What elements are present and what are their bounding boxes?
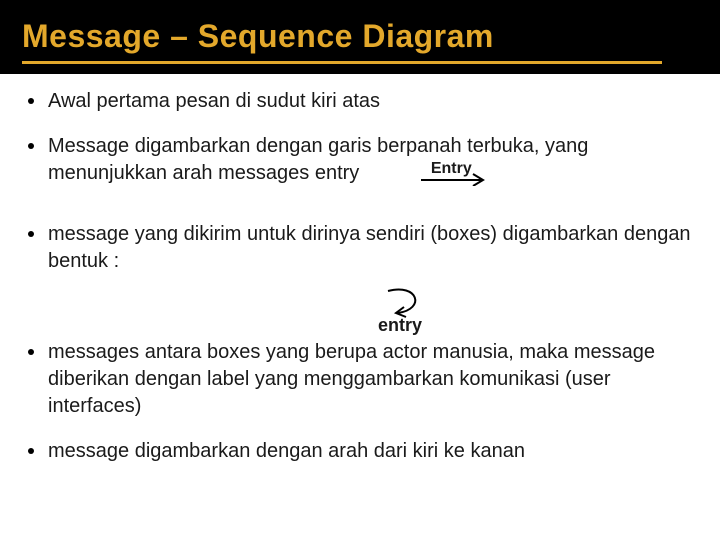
slide: Message – Sequence Diagram Awal pertama … (0, 0, 720, 540)
bullet-dot (28, 143, 34, 149)
bullet-dot (28, 231, 34, 237)
bullet-dot (28, 349, 34, 355)
bullet-text: Awal pertama pesan di sudut kiri atas (48, 88, 380, 115)
bullet-dot (28, 448, 34, 454)
bullet-item: message digambarkan dengan arah dari kir… (28, 438, 692, 465)
self-loop-row: entry (28, 281, 692, 333)
spacer (28, 205, 692, 221)
bullet-item: Message digambarkan dengan garis berpana… (28, 133, 692, 187)
entry-arrow-label: Entry (431, 158, 472, 180)
bullet-text: message yang dikirim untuk dirinya sendi… (48, 221, 692, 275)
bullet-item: messages antara boxes yang berupa actor … (28, 339, 692, 420)
bullet-text: Message digambarkan dengan garis berpana… (48, 133, 692, 187)
bullet-text: messages antara boxes yang berupa actor … (48, 339, 692, 420)
slide-body: Awal pertama pesan di sudut kiri atas Me… (0, 74, 720, 465)
title-band: Message – Sequence Diagram (0, 0, 720, 74)
bullet-text: message digambarkan dengan arah dari kir… (48, 438, 525, 465)
bullet-dot (28, 98, 34, 104)
entry-arrow-diagram: Entry (405, 162, 545, 186)
self-loop-label: entry (378, 315, 422, 336)
title-underline (22, 61, 662, 64)
bullet-item: message yang dikirim untuk dirinya sendi… (28, 221, 692, 275)
slide-title: Message – Sequence Diagram (22, 18, 698, 55)
bullet-item: Awal pertama pesan di sudut kiri atas (28, 88, 692, 115)
